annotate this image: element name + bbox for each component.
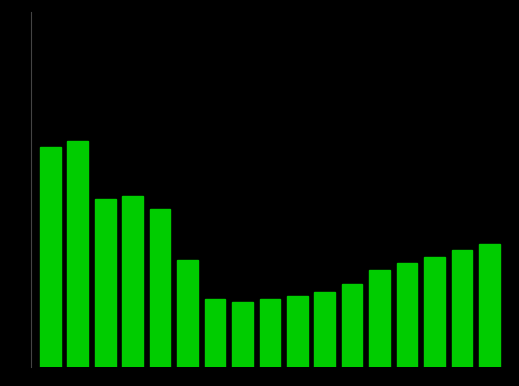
Bar	[287, 296, 308, 367]
Bar	[150, 208, 170, 367]
Bar	[260, 299, 280, 367]
Bar	[177, 260, 198, 367]
Bar	[315, 292, 335, 367]
Bar	[122, 196, 143, 367]
Bar	[232, 302, 253, 367]
Bar	[370, 270, 390, 367]
Bar	[67, 141, 88, 367]
Bar	[342, 284, 362, 367]
Bar	[204, 299, 225, 367]
Bar	[479, 244, 500, 367]
Bar	[40, 147, 61, 367]
Bar	[424, 257, 445, 367]
Bar	[95, 199, 116, 367]
Bar	[452, 251, 472, 367]
Bar	[397, 263, 417, 367]
